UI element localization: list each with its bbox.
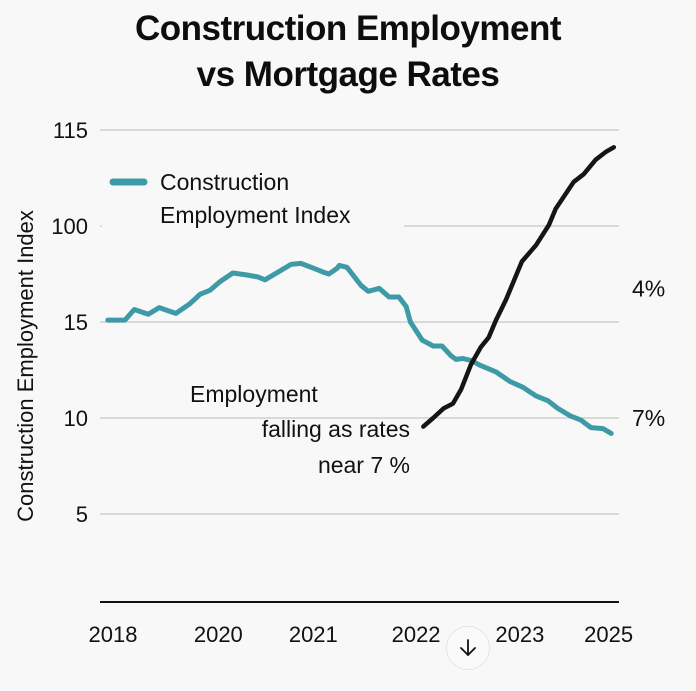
right-axis-labels: 4% 7% <box>632 275 665 431</box>
right-label-7pct: 7% <box>632 405 665 431</box>
annotation: Employment falling as rates near 7 % <box>190 381 410 478</box>
mortgage-rate-line <box>421 145 617 429</box>
employment-index-line <box>105 260 614 436</box>
series-lines <box>105 145 617 436</box>
y-axis-ticks: 5 10 15 100 115 <box>51 118 88 527</box>
annotation-line-1: Employment <box>190 381 318 407</box>
arrow-down-icon <box>460 639 476 656</box>
scroll-down-button[interactable] <box>446 626 490 670</box>
y-tick-label: 115 <box>53 118 88 143</box>
y-tick-label: 100 <box>51 214 88 239</box>
y-axis-label: Construction Employment Index <box>13 210 38 522</box>
annotation-line-3: near 7 % <box>318 452 410 478</box>
legend-label-line-1: Construction <box>160 169 289 195</box>
legend: Construction Employment Index <box>102 164 404 232</box>
legend-label-line-2: Employment Index <box>160 202 351 228</box>
x-tick-label: 2021 <box>289 622 338 647</box>
x-axis-ticks: 2018 2020 2021 2022 2023 2025 <box>88 622 633 647</box>
y-tick-label: 5 <box>76 502 88 527</box>
x-tick-label: 2025 <box>584 622 633 647</box>
legend-background <box>102 164 404 232</box>
x-tick-label: 2020 <box>194 622 243 647</box>
annotation-line-2: falling as rates <box>262 416 410 442</box>
x-tick-label: 2023 <box>495 622 544 647</box>
right-label-4pct: 4% <box>632 275 665 301</box>
x-tick-label: 2018 <box>88 622 137 647</box>
chart-title-line-2: vs Mortgage Rates <box>196 55 500 94</box>
chart-title-line-1: Construction Employment <box>134 9 562 48</box>
y-tick-label: 15 <box>64 310 88 335</box>
chart-title: Construction Employment vs Mortgage Rate… <box>0 6 696 98</box>
y-tick-label: 10 <box>64 406 88 431</box>
x-tick-label: 2022 <box>392 622 441 647</box>
